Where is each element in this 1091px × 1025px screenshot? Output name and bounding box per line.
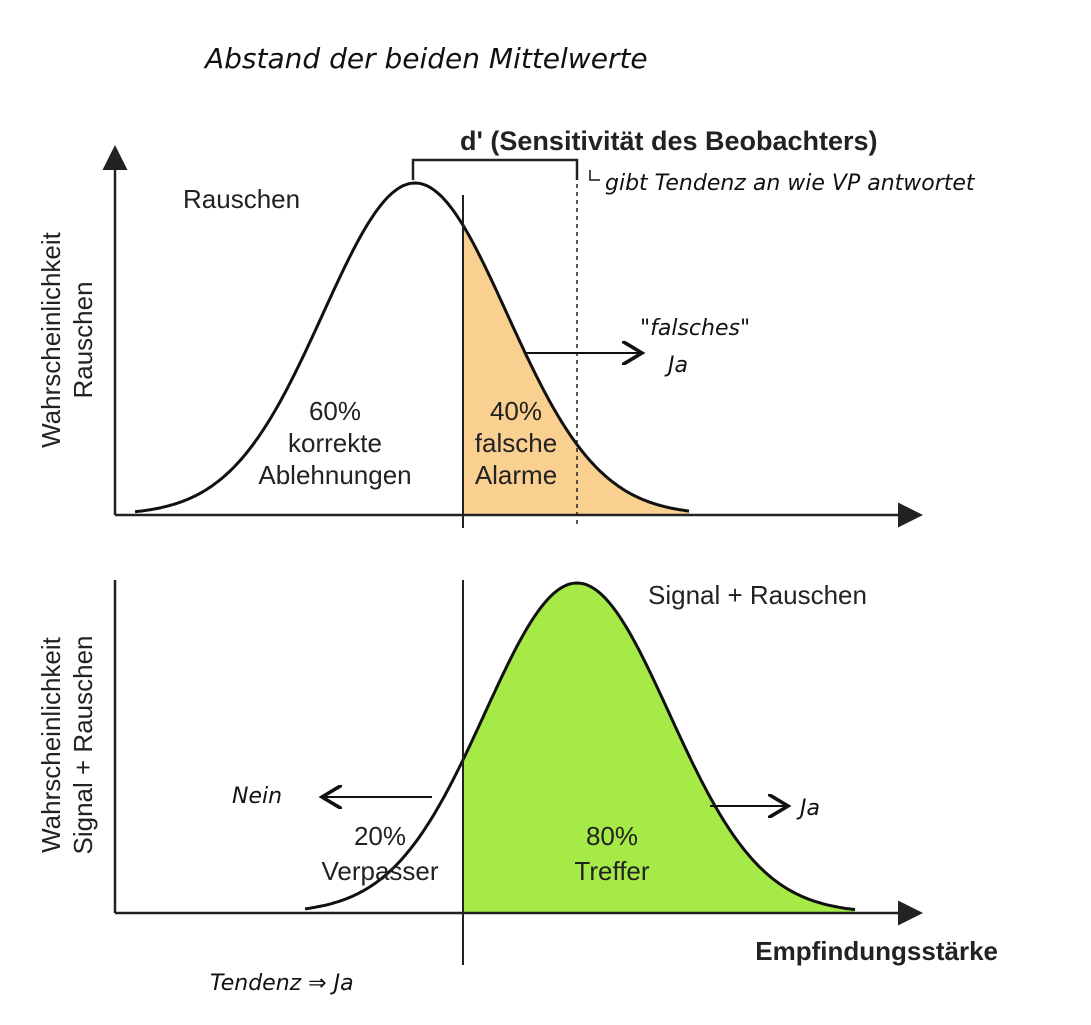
area-label: 20% [354,821,406,851]
y-label: Signal + Rauschen [68,636,98,855]
heading: Abstand der beiden Mittelwerte [203,42,648,75]
noise-curve [134,181,690,514]
arrow-note: Nein [232,784,282,809]
y-label: Wahrscheinlichkeit [36,231,66,448]
note: Tendenz ⇒ Ja [210,971,354,996]
note-arrow [589,170,600,181]
area-label: Ablehnungen [258,460,411,490]
hit-area [463,583,855,913]
bracket [411,158,579,180]
arrow-note: Ja [664,353,688,378]
y-label: Wahrscheinlichkeit [36,636,66,853]
area-label: Verpasser [321,856,438,886]
arrow-note: "falsches" [640,316,750,341]
signal-curve [304,581,856,912]
area-label: 40% [490,396,542,426]
area-label: korrekte [288,428,382,458]
area-label: 60% [309,396,361,426]
area-label: 80% [586,821,638,851]
area-label: Alarme [475,460,557,490]
x-label: Empfindungsstärke [755,936,998,966]
curve-label: Signal + Rauschen [648,580,867,610]
note: gibt Tendenz an wie VP antwortet [605,171,976,196]
y-label: Rauschen [68,281,98,398]
area-label: falsche [475,428,557,458]
area-label: Treffer [574,856,649,886]
false-alarm-area [463,225,690,515]
sensitivity: d' (Sensitivität des Beobachters) [460,126,878,156]
curve-label: Rauschen [183,184,300,214]
arrow-note: Ja [796,796,820,821]
